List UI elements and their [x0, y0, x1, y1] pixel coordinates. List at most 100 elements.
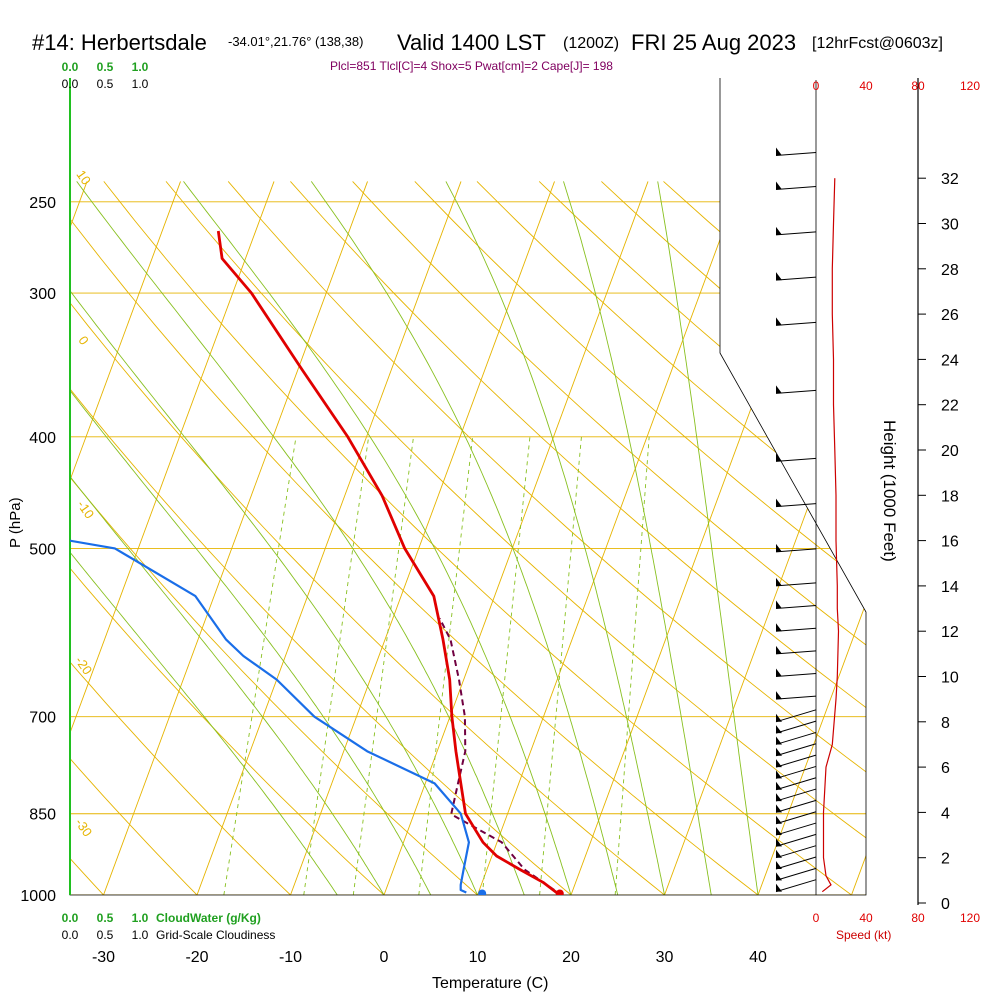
isotherm [664, 181, 866, 895]
moist-adiabat [183, 181, 572, 895]
wind-barb-flag [776, 453, 782, 462]
isotherm [103, 181, 368, 895]
mixing-ratio-line [303, 436, 370, 895]
surface-temperature-dot [555, 889, 564, 895]
cloud-bottom-green-tick: 0.5 [97, 911, 114, 925]
dry-adiabat [70, 181, 478, 895]
wind-barb-staff [775, 822, 817, 836]
cloud-top-green-tick: 0.5 [97, 60, 114, 74]
pressure-tick-label: 500 [29, 541, 56, 558]
moist-adiabat [563, 181, 712, 895]
dry-adiabat [103, 181, 852, 895]
dry-adiabat-label: -30 [72, 815, 95, 839]
cloud-top-black-tick: 0.5 [97, 77, 114, 91]
dry-adiabat-label: 0 [75, 333, 91, 348]
speed-top-tick: 120 [960, 79, 980, 93]
wind-barb-staff [775, 152, 817, 157]
wind-barb-flag [776, 725, 782, 734]
mixing-ratio-label: 5 [416, 903, 433, 917]
wind-barb-flag [776, 645, 782, 654]
temperature-tick-label: 40 [749, 949, 767, 966]
height-tick-label: 20 [941, 443, 959, 460]
cloud-top-green-tick: 1.0 [132, 60, 149, 74]
mixing-ratio-label: 8 [480, 903, 497, 917]
wind-barb-flag [776, 147, 782, 156]
wind-barb-flag [776, 736, 782, 745]
cloud-bottom-black-tick: 1.0 [132, 928, 149, 942]
speed-top-tick: 40 [859, 79, 873, 93]
wind-barb-flag [776, 759, 782, 768]
wind-barb-staff [775, 788, 817, 802]
dry-adiabat [70, 181, 385, 895]
parcel-trace [438, 617, 555, 891]
mixing-ratio-line [614, 436, 650, 895]
forecast-info: [12hrFcst@0603z] [812, 35, 943, 52]
wind-barb-flag [776, 498, 782, 507]
temperature-tick-label: 20 [562, 949, 580, 966]
wind-barb-flag [776, 543, 782, 552]
wind-barbs [775, 147, 817, 893]
temperature-tick-label: 0 [380, 949, 389, 966]
wind-barb-staff [775, 650, 817, 655]
dry-adiabat [70, 181, 665, 895]
mixing-ratio-line [418, 436, 474, 895]
isotherm [757, 181, 866, 895]
dry-adiabat [165, 181, 866, 895]
valid-time: Valid 1400 LST [397, 30, 546, 55]
mixing-ratio-label: 2 [302, 903, 319, 917]
cloud-bottom-black-tick: 0.0 [62, 928, 79, 942]
wind-barb-flag [776, 793, 782, 802]
wind-barb-staff [775, 548, 817, 553]
moist-adiabat [70, 181, 385, 895]
wind-barb-staff [775, 879, 817, 893]
height-tick-label: 32 [941, 171, 959, 188]
speed-top-tick: 0 [813, 79, 820, 93]
cloudwater-label: CloudWater (g/Kg) [156, 911, 261, 925]
surface-dewpoint-dot [478, 889, 487, 895]
height-tick-label: 30 [941, 217, 959, 234]
speed-bottom-tick: 0 [813, 911, 820, 925]
moist-adiabat [70, 181, 478, 895]
wind-speed-profile [821, 178, 840, 893]
dry-adiabat-label: -10 [74, 497, 97, 521]
dry-adiabat [70, 181, 572, 895]
pressure-tick-label: 850 [29, 807, 56, 824]
dry-adiabat [70, 181, 759, 895]
cloud-top-green-tick: 0.0 [62, 60, 79, 74]
speed-bottom-tick: 40 [859, 911, 873, 925]
temperature-axis-ticks: -30 -20 -10 0 10 20 30 40 [92, 949, 767, 966]
wind-barb-flag [776, 804, 782, 813]
wind-barb-staff [775, 503, 817, 508]
pressure-tick-label: 400 [29, 430, 56, 447]
wind-barb-staff [775, 276, 817, 281]
valid-date: FRI 25 Aug 2023 [631, 30, 796, 55]
wind-barb-flag [776, 668, 782, 677]
wind-barb-flag [776, 713, 782, 722]
moist-adiabat [70, 181, 338, 895]
dry-adiabat [352, 181, 866, 895]
height-axis-label: Height (1000 Feet) [880, 420, 899, 562]
height-tick-label: 8 [941, 715, 950, 732]
height-tick-label: 26 [941, 307, 959, 324]
isotherm [851, 181, 866, 895]
dry-adiabat [414, 181, 866, 895]
pressure-tick-label: 1000 [20, 888, 56, 905]
wind-barb-staff [775, 856, 817, 870]
wind-barb-flag [776, 272, 782, 281]
wind-barb-staff [775, 833, 817, 847]
dry-adiabat [476, 181, 866, 895]
temperature-tick-label: -30 [92, 949, 115, 966]
x-axis-label: Temperature (C) [432, 975, 548, 992]
height-tick-label: 12 [941, 624, 959, 641]
dry-adiabat [725, 181, 866, 895]
station-coords: -34.01°,21.76° (138,38) [228, 34, 363, 49]
height-tick-label: 4 [941, 805, 950, 822]
wind-barb-staff [775, 389, 817, 394]
profile-traces [70, 225, 564, 895]
temperature-tick-label: -20 [185, 949, 208, 966]
dry-adiabat [290, 181, 866, 895]
wind-barb-staff [775, 457, 817, 462]
moist-adiabat [70, 181, 432, 895]
wind-barb-staff [775, 845, 817, 859]
